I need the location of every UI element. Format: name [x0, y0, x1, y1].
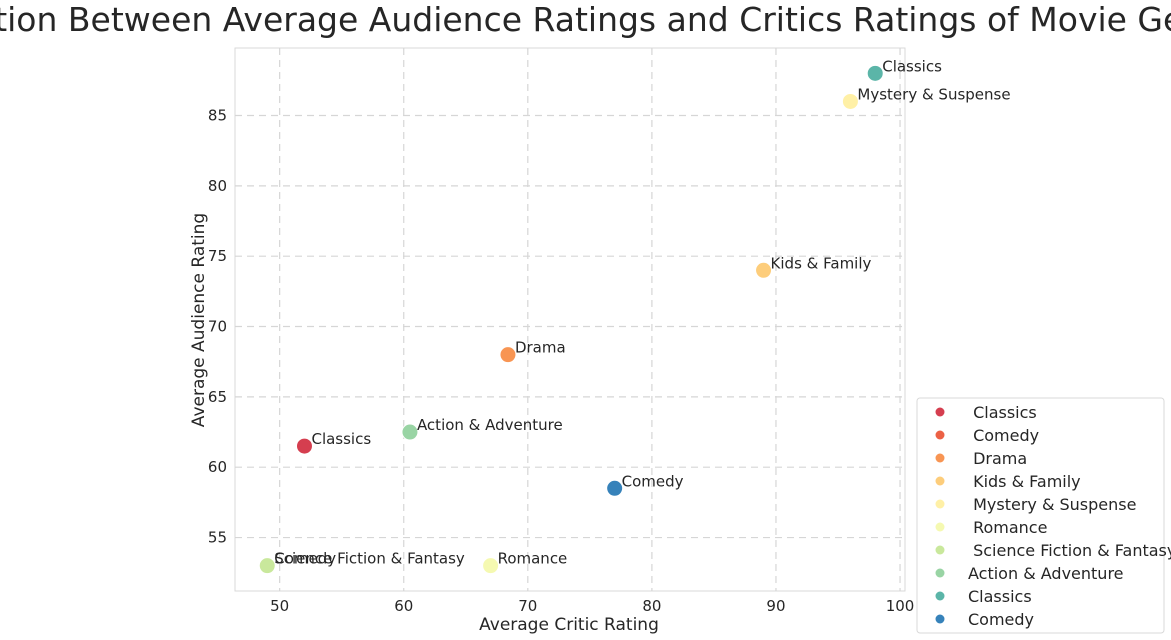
legend-label: Kids & Family [968, 472, 1081, 491]
data-point [866, 64, 884, 82]
data-point [606, 479, 624, 497]
legend-marker [935, 522, 945, 532]
legend-marker [935, 453, 945, 463]
x-tick-label: 90 [766, 597, 785, 615]
data-label: Drama [515, 339, 566, 357]
legend-label: Action & Adventure [968, 564, 1124, 583]
legend: Classics Comedy Drama Kids & Family Myst… [916, 397, 1171, 634]
plot-area [234, 47, 906, 592]
data-label: Romance [498, 550, 568, 568]
legend-marker [935, 499, 945, 509]
x-tick-label: 100 [886, 597, 915, 615]
x-axis-label: Average Critic Rating [479, 615, 659, 635]
data-label: Science Fiction & Fantasy [274, 550, 465, 568]
chart-title: Correlation Between Average Audience Rat… [0, 0, 1171, 39]
x-tick-label: 70 [518, 597, 537, 615]
data-label: Comedy [622, 472, 684, 490]
y-tick-label: 75 [208, 247, 227, 265]
data-point [258, 557, 276, 575]
data-label: Mystery & Suspense [857, 85, 1010, 103]
data-point [755, 261, 773, 279]
data-point [401, 423, 419, 441]
legend-marker [935, 407, 945, 417]
legend-marker [935, 430, 945, 440]
legend-label: Drama [968, 449, 1027, 468]
legend-label: Mystery & Suspense [968, 495, 1136, 514]
legend-marker [935, 476, 945, 486]
data-label: Classics [311, 430, 371, 448]
x-tick-label: 80 [642, 597, 661, 615]
x-tick-label: 50 [270, 597, 289, 615]
legend-label: Classics [968, 403, 1037, 422]
data-point [499, 346, 517, 364]
data-label: Comedy [274, 550, 336, 568]
y-tick-label: 70 [208, 318, 227, 336]
legend-box [916, 397, 1165, 634]
grid-lines [235, 48, 905, 591]
data-points [258, 64, 884, 575]
data-label: Kids & Family [771, 254, 872, 272]
y-tick-label: 60 [208, 458, 227, 476]
tick-labels: 50 60 70 80 90 100 55 60 65 70 75 80 85 [208, 107, 914, 615]
legend-label: Comedy [968, 426, 1039, 445]
legend-label: Comedy [968, 610, 1034, 629]
data-point [841, 92, 859, 110]
data-point [295, 437, 313, 455]
legend-label: Science Fiction & Fantasy [968, 541, 1171, 560]
point-labels: Classics Comedy Drama Kids & Family Mystery … [274, 57, 1010, 567]
legend-marker [935, 545, 945, 555]
legend-marker [935, 614, 945, 624]
legend-marker [935, 568, 945, 578]
legend-label: Romance [968, 518, 1047, 537]
x-tick-label: 60 [394, 597, 413, 615]
data-label: Action & Adventure [417, 416, 563, 434]
y-tick-label: 85 [208, 107, 227, 125]
data-label: Classics [882, 57, 942, 75]
data-point [482, 557, 500, 575]
y-axis-label: Average Audience Rating [189, 213, 209, 427]
y-tick-label: 80 [208, 177, 227, 195]
legend-marker [935, 591, 945, 601]
legend-label: Classics [968, 587, 1032, 606]
y-tick-label: 55 [208, 529, 227, 547]
y-tick-label: 65 [208, 388, 227, 406]
